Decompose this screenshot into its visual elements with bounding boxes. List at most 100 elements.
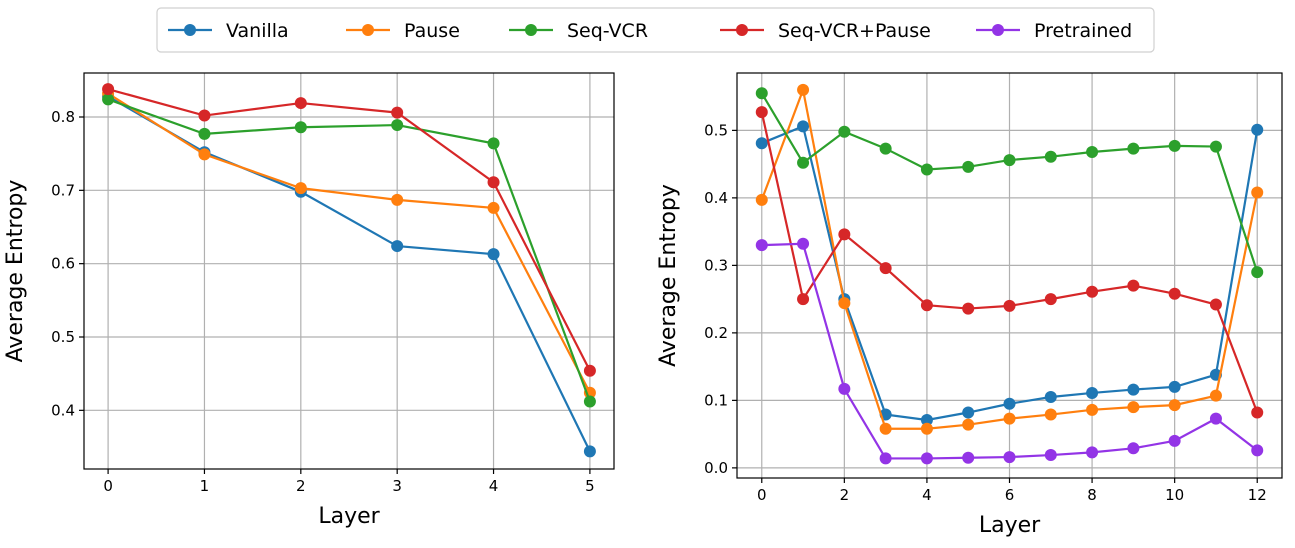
y-tick-label: 0.1 bbox=[704, 391, 728, 409]
series-line-seq-vcr-pause bbox=[107, 88, 591, 372]
data-point-seq-vcr-pause bbox=[879, 262, 892, 275]
data-point-seq-vcr bbox=[102, 93, 115, 106]
x-tick-label: 4 bbox=[922, 486, 932, 504]
data-point-pause bbox=[294, 182, 307, 195]
data-point-pause bbox=[1209, 389, 1222, 402]
legend-marker-seq-vcr-pause bbox=[736, 24, 748, 36]
x-tick-label: 8 bbox=[1087, 486, 1097, 504]
right-chart: 0 2 4 6 8 10 12 0.0 0.1 0.2 0.3 0.4 0.5 Layer Average … bbox=[656, 72, 1283, 538]
data-point-seq-vcr bbox=[1044, 150, 1057, 163]
series-seq-vcr bbox=[755, 87, 1264, 279]
data-point-seq-vcr bbox=[583, 395, 596, 408]
data-point-pretrained bbox=[1209, 412, 1222, 425]
data-point-pause bbox=[391, 193, 404, 206]
data-point-seq-vcr-pause bbox=[1168, 287, 1181, 300]
data-point-pause bbox=[838, 297, 851, 310]
data-point-vanilla bbox=[583, 445, 596, 458]
data-point-pretrained bbox=[1086, 446, 1099, 459]
data-point-seq-vcr bbox=[962, 160, 975, 173]
legend-entry-vanilla: Vanilla bbox=[168, 20, 289, 42]
data-point-vanilla bbox=[962, 406, 975, 419]
data-point-seq-vcr bbox=[294, 121, 307, 134]
data-point-seq-vcr bbox=[1086, 145, 1099, 158]
data-point-pretrained bbox=[1044, 449, 1057, 462]
data-point-seq-vcr bbox=[391, 119, 404, 132]
data-point-pretrained bbox=[1127, 442, 1140, 455]
data-point-seq-vcr bbox=[1168, 139, 1181, 152]
plot-frame bbox=[736, 72, 1283, 479]
x-tick-label: 0 bbox=[103, 477, 113, 495]
data-point-pretrained bbox=[920, 452, 933, 465]
data-point-pause bbox=[1168, 399, 1181, 412]
data-point-seq-vcr-pause bbox=[102, 83, 115, 96]
data-point-pause bbox=[487, 201, 500, 214]
data-point-vanilla bbox=[1003, 397, 1016, 410]
data-point-pause bbox=[920, 422, 933, 435]
x-tick-label: 0 bbox=[757, 486, 767, 504]
x-tick-label: 2 bbox=[296, 477, 306, 495]
data-point-seq-vcr bbox=[198, 127, 211, 140]
legend-frame bbox=[156, 7, 1155, 53]
data-point-vanilla bbox=[920, 413, 933, 426]
data-point-pretrained bbox=[838, 382, 851, 395]
data-point-pause bbox=[962, 418, 975, 431]
series-line-vanilla bbox=[107, 95, 591, 452]
data-point-pretrained bbox=[962, 451, 975, 464]
x-tick-label: 4 bbox=[489, 477, 499, 495]
data-point-vanilla bbox=[487, 248, 500, 261]
data-point-vanilla bbox=[391, 240, 404, 253]
data-point-pause bbox=[198, 148, 211, 161]
data-point-seq-vcr bbox=[920, 163, 933, 176]
data-point-seq-vcr bbox=[487, 137, 500, 150]
y-tick-label: 0.6 bbox=[51, 255, 75, 273]
data-point-pause bbox=[1086, 403, 1099, 416]
data-point-seq-vcr-pause bbox=[797, 293, 810, 306]
data-point-pretrained bbox=[1251, 444, 1264, 457]
y-tick-label: 0.0 bbox=[704, 459, 728, 477]
data-point-seq-vcr bbox=[755, 87, 768, 100]
data-point-seq-vcr-pause bbox=[1003, 299, 1016, 312]
plot-frame bbox=[83, 72, 615, 470]
data-point-seq-vcr-pause bbox=[1044, 293, 1057, 306]
legend-entry-seq-vcr: Seq-VCR bbox=[509, 20, 648, 42]
data-point-pretrained bbox=[755, 239, 768, 252]
x-tick-label: 6 bbox=[1005, 486, 1015, 504]
legend-label: Pause bbox=[404, 20, 460, 42]
x-tick-label: 3 bbox=[392, 477, 402, 495]
data-point-seq-vcr bbox=[1209, 140, 1222, 153]
data-point-pause bbox=[1127, 401, 1140, 414]
series-seq-vcr-pause bbox=[755, 106, 1264, 419]
x-tick-label: 5 bbox=[585, 477, 595, 495]
x-tick-label: 2 bbox=[840, 486, 850, 504]
legend-entry-pause: Pause bbox=[346, 20, 460, 42]
y-tick-label: 0.4 bbox=[51, 401, 75, 419]
data-point-seq-vcr bbox=[838, 125, 851, 138]
data-point-vanilla bbox=[1251, 123, 1264, 136]
data-point-seq-vcr-pause bbox=[1086, 285, 1099, 298]
data-point-pretrained bbox=[1168, 434, 1181, 447]
data-point-seq-vcr-pause bbox=[838, 228, 851, 241]
legend-label: Seq-VCR bbox=[567, 20, 648, 42]
data-point-vanilla bbox=[1127, 383, 1140, 396]
legend-label: Seq-VCR+Pause bbox=[778, 20, 931, 42]
data-point-pause bbox=[1251, 186, 1264, 199]
data-point-pause bbox=[1044, 408, 1057, 421]
data-point-seq-vcr-pause bbox=[1209, 298, 1222, 311]
data-point-pretrained bbox=[879, 452, 892, 465]
y-tick-label: 0.8 bbox=[51, 108, 75, 126]
data-point-seq-vcr-pause bbox=[487, 176, 500, 189]
series-seq-vcr-pause bbox=[102, 83, 596, 377]
data-point-pretrained bbox=[797, 237, 810, 250]
series-vanilla bbox=[102, 90, 596, 458]
x-tick-label: 10 bbox=[1165, 486, 1184, 504]
data-point-seq-vcr bbox=[1127, 142, 1140, 155]
data-point-pause bbox=[755, 193, 768, 206]
data-point-seq-vcr bbox=[797, 156, 810, 169]
data-point-pause bbox=[1003, 412, 1016, 425]
series-pause bbox=[102, 87, 596, 399]
legend-marker-pretrained bbox=[992, 24, 1004, 36]
data-point-seq-vcr-pause bbox=[391, 106, 404, 119]
legend: Vanilla Pause Seq-VCR Seq-VCR+Pause Pretrain… bbox=[156, 7, 1155, 53]
x-tick-label: 1 bbox=[200, 477, 210, 495]
